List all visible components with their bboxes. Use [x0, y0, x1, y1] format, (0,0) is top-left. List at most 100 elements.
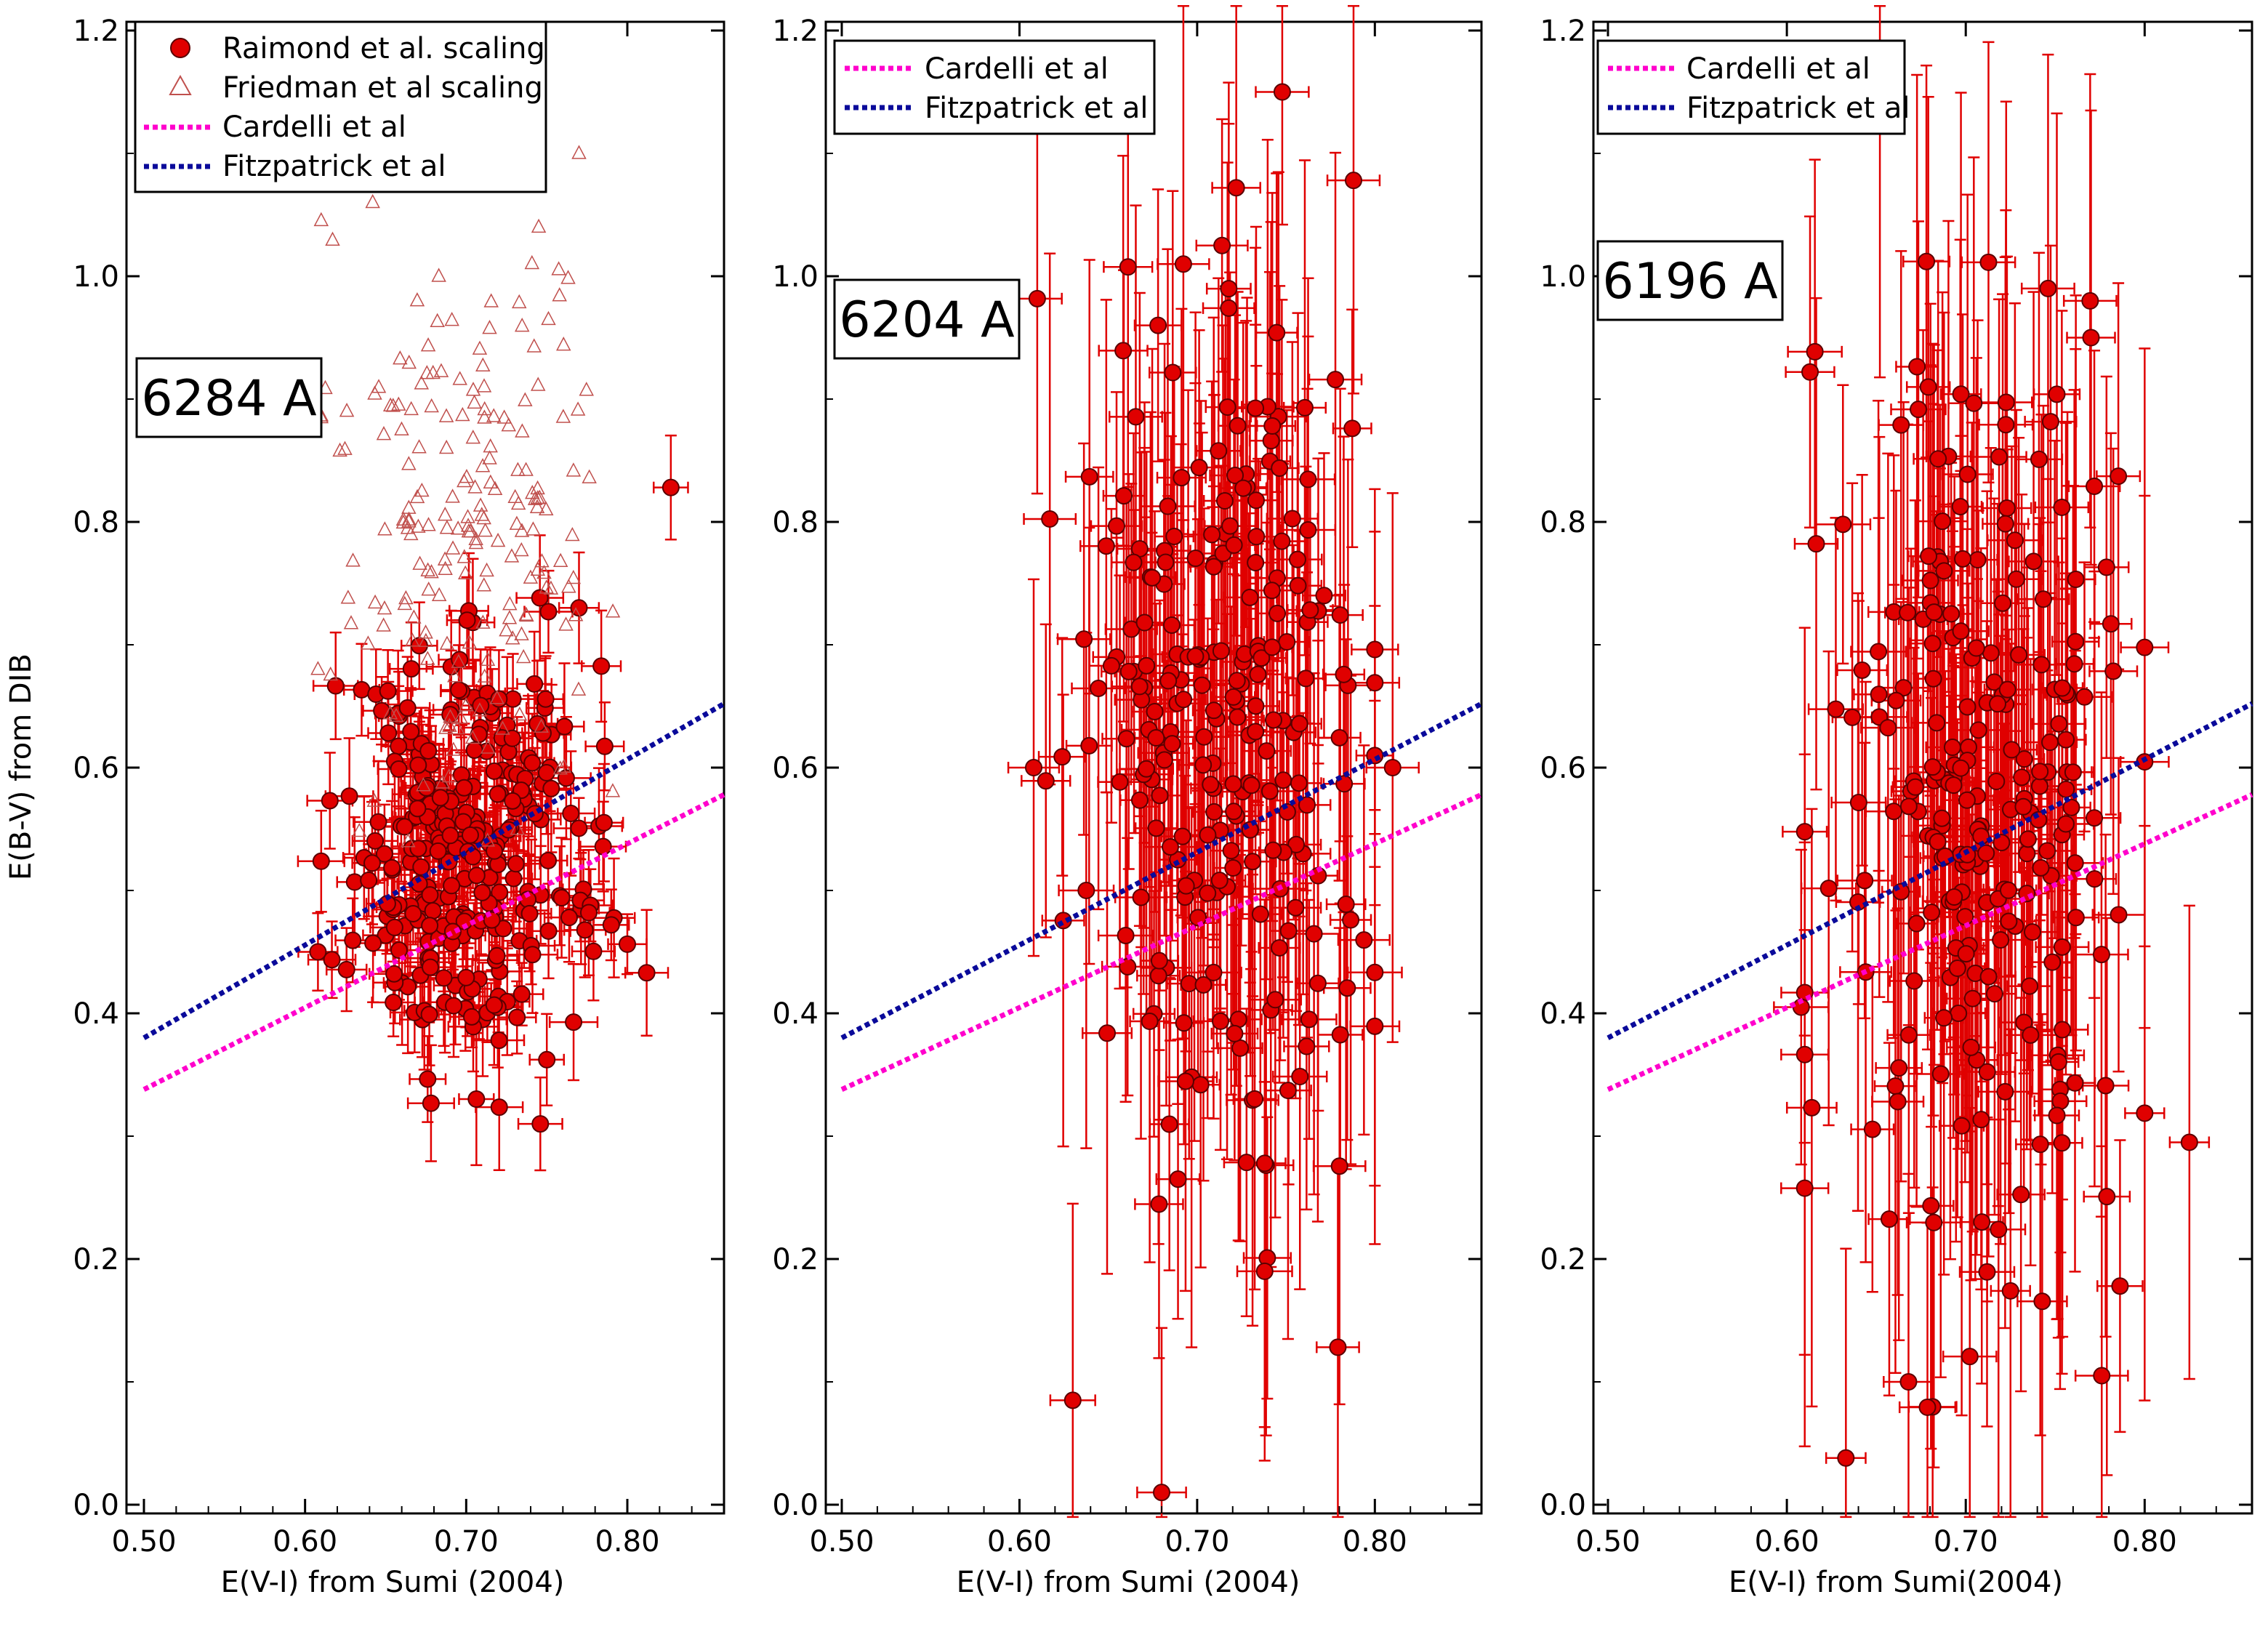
friedman-point [565, 526, 580, 542]
raimond-point [409, 800, 427, 818]
raimond-point [1242, 776, 1260, 795]
friedman-point [560, 270, 576, 284]
raimond-point [1119, 662, 1138, 680]
x-axis-label: E(V-I) from Sumi (2004) [957, 1566, 1300, 1599]
friedman-point [455, 406, 470, 422]
friedman-point [414, 375, 430, 390]
friedman-point [486, 408, 502, 422]
raimond-point [1220, 299, 1238, 317]
raimond-point [536, 690, 555, 708]
legend-label-fitzpatrick: Fitzpatrick et al [222, 150, 446, 183]
friedman-point [475, 357, 491, 372]
friedman-point [561, 579, 576, 593]
raimond-point [1077, 881, 1095, 899]
raimond-point [1177, 877, 1195, 895]
x-tick-label: 0.70 [434, 1525, 499, 1558]
friedman-point [394, 421, 409, 435]
y-tick-label: 1.0 [73, 260, 119, 294]
raimond-point [1290, 774, 1308, 792]
raimond-point [1228, 672, 1246, 690]
raimond-point [364, 934, 382, 952]
wavelength-box: 6284 A [135, 357, 323, 438]
friedman-point [416, 777, 431, 792]
raimond-point [1305, 925, 1323, 943]
friedman-point [433, 363, 449, 377]
raimond-point [1138, 760, 1156, 778]
friedman-point [510, 821, 525, 835]
raimond-point [1255, 1154, 1274, 1173]
y-tick-label: 0.2 [73, 1243, 119, 1276]
raimond-point [1226, 1024, 1244, 1042]
friedman-point [480, 651, 496, 666]
raimond-point [1225, 536, 1243, 554]
friedman-point [445, 488, 460, 503]
raimond-point [353, 680, 371, 699]
x-tick-label: 0.80 [1343, 1525, 1407, 1558]
legend-label-raimond: Raimond et al. scaling [222, 32, 545, 65]
raimond-point [390, 737, 408, 755]
raimond-point [421, 917, 439, 935]
raimond-point [340, 787, 358, 805]
friedman-point [579, 382, 595, 396]
raimond-point [1224, 859, 1242, 877]
friedman-point [409, 292, 425, 307]
friedman-point [377, 521, 393, 536]
raimond-point [1330, 1157, 1348, 1175]
friedman-point [400, 520, 416, 534]
raimond-point [1263, 417, 1282, 435]
friedman-point [518, 462, 534, 476]
raimond-point [1229, 1010, 1247, 1029]
raimond-point [1141, 1013, 1159, 1031]
friedman-point [605, 603, 621, 618]
raimond-point [1149, 316, 1167, 334]
raimond-point [1224, 775, 1242, 793]
raimond-point [1138, 656, 1156, 675]
raimond-point [1090, 679, 1108, 697]
friedman-point [539, 579, 554, 594]
raimond-point [455, 779, 473, 797]
raimond-point [638, 964, 656, 982]
friedman-point [477, 668, 492, 683]
wavelength-box: 6204 A [833, 278, 1021, 360]
friedman-point [438, 408, 454, 422]
raimond-point [1117, 926, 1135, 944]
raimond-point [402, 723, 420, 741]
raimond-point [1244, 853, 1262, 871]
friedman-point [526, 338, 542, 353]
friedman-point [478, 523, 493, 537]
raimond-point [344, 931, 362, 949]
raimond-point [1135, 614, 1154, 632]
raimond-point [321, 792, 339, 810]
raimond-point [1205, 963, 1223, 981]
raimond-point [467, 1090, 486, 1109]
friedman-point [438, 720, 454, 734]
friedman-point [552, 287, 567, 302]
raimond-point [1227, 179, 1245, 197]
raimond-point [560, 909, 578, 927]
friedman-point [443, 709, 458, 723]
legend-label-fitzpatrick: Fitzpatrick et al [925, 92, 1149, 125]
friedman-point [571, 145, 587, 159]
raimond-point [1263, 638, 1282, 656]
friedman-point [462, 634, 477, 649]
raimond-point [420, 1005, 438, 1023]
friedman-point [313, 212, 329, 227]
friedman-point [568, 607, 584, 622]
friedman-point [409, 488, 425, 504]
raimond-point [1147, 819, 1165, 837]
raimond-point [467, 866, 486, 885]
friedman-point [519, 607, 534, 622]
y-tick-label: 0.2 [772, 1243, 819, 1276]
raimond-point [1174, 255, 1192, 273]
raimond-point [385, 965, 403, 983]
raimond-point [1273, 532, 1291, 550]
legend: Raimond et al. scaling Friedman et al sc… [134, 20, 547, 193]
friedman-point [480, 739, 496, 754]
raimond-point [1130, 677, 1149, 696]
friedman-point [467, 394, 482, 409]
raimond-point [1290, 715, 1308, 733]
raimond-point [1331, 606, 1349, 624]
raimond-point [1080, 467, 1098, 486]
friedman-point [382, 705, 398, 720]
